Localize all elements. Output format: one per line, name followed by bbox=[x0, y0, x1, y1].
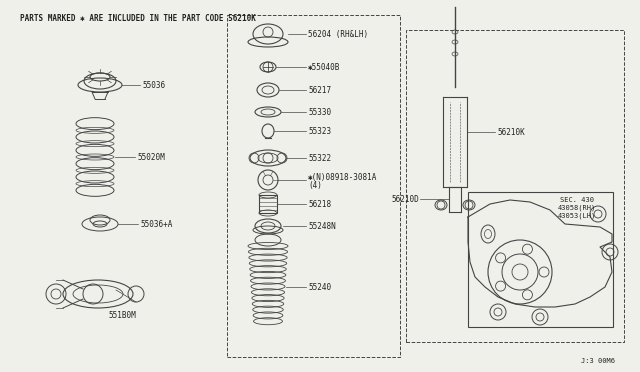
Bar bbox=[406, 30, 624, 342]
Text: 56210D: 56210D bbox=[391, 195, 419, 203]
Text: 55036: 55036 bbox=[142, 80, 165, 90]
Bar bbox=[468, 192, 613, 327]
Text: 43053(LH): 43053(LH) bbox=[558, 213, 596, 219]
Text: 56204 (RH&LH): 56204 (RH&LH) bbox=[308, 29, 368, 38]
Text: 551B0M: 551B0M bbox=[108, 311, 136, 321]
Text: 56218: 56218 bbox=[308, 199, 331, 208]
Text: 55036+A: 55036+A bbox=[140, 219, 172, 228]
Text: SEC. 430: SEC. 430 bbox=[560, 197, 594, 203]
Text: (4): (4) bbox=[308, 180, 322, 189]
Text: 55330: 55330 bbox=[308, 108, 331, 116]
Bar bbox=[259, 195, 277, 213]
Text: 56217: 56217 bbox=[308, 86, 331, 94]
Text: 43058(RH): 43058(RH) bbox=[558, 205, 596, 211]
Text: 55248N: 55248N bbox=[308, 221, 336, 231]
Text: PARTS MARKED ✱ ARE INCLUDED IN THE PART CODE 56210K: PARTS MARKED ✱ ARE INCLUDED IN THE PART … bbox=[20, 14, 256, 23]
Text: ✱(N)08918-3081A: ✱(N)08918-3081A bbox=[308, 173, 378, 182]
Text: ✱55040B: ✱55040B bbox=[308, 62, 340, 71]
Text: 55240: 55240 bbox=[308, 282, 331, 292]
Bar bbox=[227, 15, 400, 357]
Text: J:3 00M6: J:3 00M6 bbox=[581, 358, 615, 364]
Text: 55322: 55322 bbox=[308, 154, 331, 163]
Text: 55323: 55323 bbox=[308, 126, 331, 135]
Text: 55020M: 55020M bbox=[137, 153, 164, 161]
Text: 56210K: 56210K bbox=[497, 128, 525, 137]
